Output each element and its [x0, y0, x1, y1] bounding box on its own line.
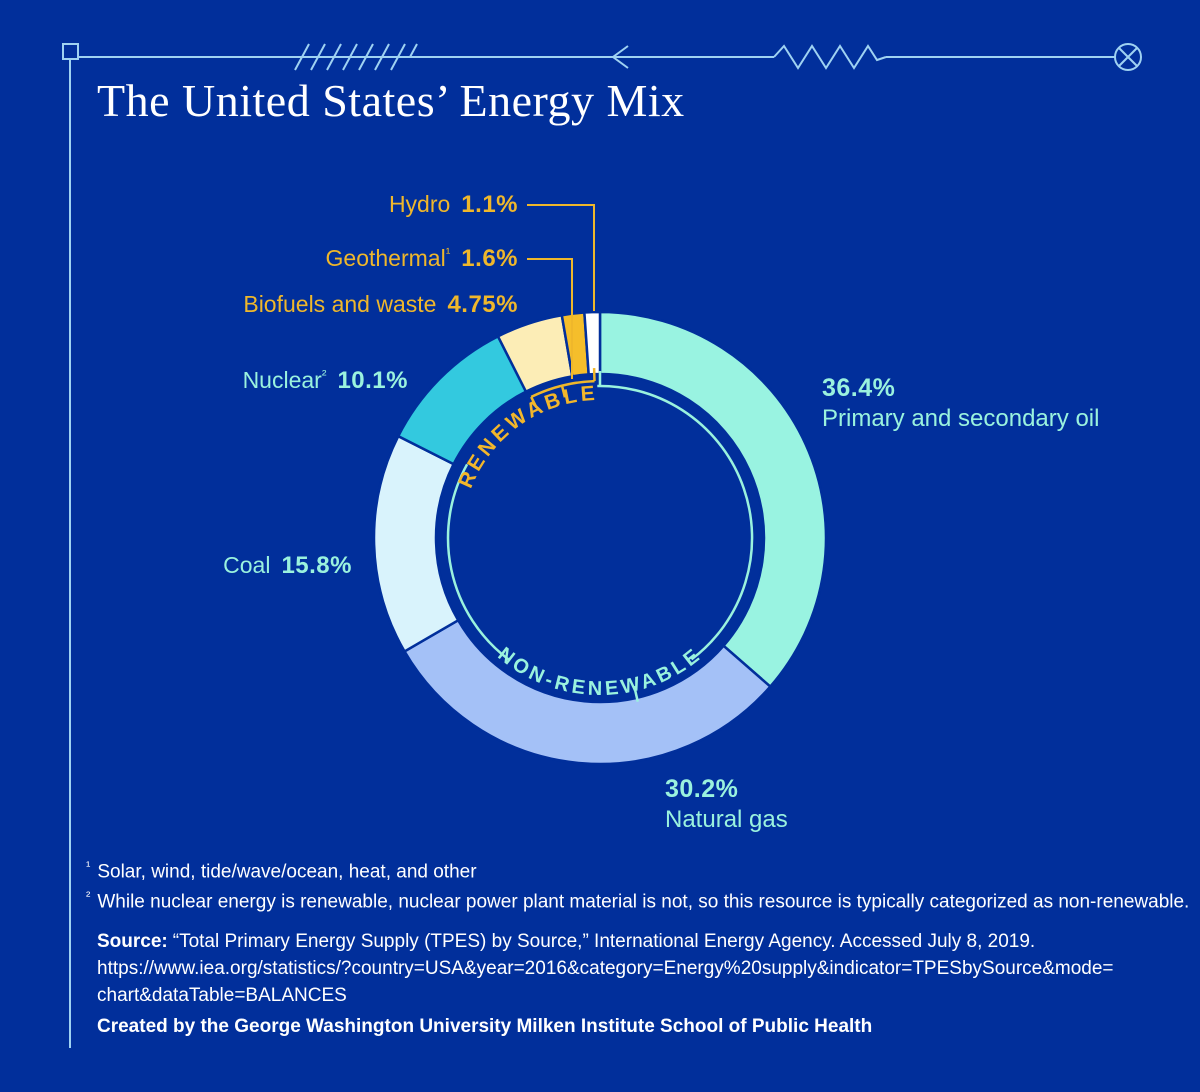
zigzag-icon: [773, 44, 887, 70]
callout-natural-gas: 30.2% Natural gas: [665, 775, 788, 833]
footnote-1: ¹ Solar, wind, tide/wave/ocean, heat, and…: [86, 858, 477, 883]
arrow-left-icon: [611, 45, 629, 69]
source-block: Source: “Total Primary Energy Supply (TPE…: [97, 928, 1115, 1009]
source-label: Source:: [97, 931, 168, 952]
footnote-2-marker: ²: [86, 888, 91, 903]
hatch-marks-icon: [294, 43, 418, 71]
footnote-2: ² While nuclear energy is renewable, nucl…: [86, 888, 1190, 913]
page-title: The United States’ Energy Mix: [97, 75, 685, 126]
leader-lines: [527, 204, 595, 379]
donut-hole: [437, 375, 763, 701]
inner-ring: [446, 371, 754, 702]
corner-square-icon: [62, 43, 79, 60]
donut-segment-oil: [598, 310, 828, 689]
renewable-bracket: [530, 368, 596, 409]
source-url: https://www.iea.org/statistics/?country=…: [97, 958, 1114, 1006]
footnote-1-marker: ¹: [86, 858, 91, 873]
source-text: “Total Primary Energy Supply (TPES) by S…: [172, 931, 1036, 952]
callout-geothermal: Geothermal¹ 1.6%: [325, 245, 518, 272]
callout-oil: 36.4% Primary and secondary oil: [822, 374, 1100, 432]
callout-biofuels: Biofuels and waste 4.75%: [243, 291, 518, 318]
callout-coal: Coal 15.8%: [223, 552, 352, 579]
leader-geothermal: [527, 258, 573, 379]
callout-hydro: Hydro 1.1%: [388, 191, 518, 218]
ring-tick-bottom: [632, 685, 640, 702]
circle-x-icon: [1114, 43, 1142, 71]
leader-hydro: [527, 204, 595, 311]
callout-nuclear: Nuclear² 10.1%: [242, 367, 408, 394]
credit-line: Created by the George Washington Univers…: [97, 1016, 873, 1037]
donut-chart: [372, 310, 828, 766]
top-border: [62, 43, 1142, 1048]
